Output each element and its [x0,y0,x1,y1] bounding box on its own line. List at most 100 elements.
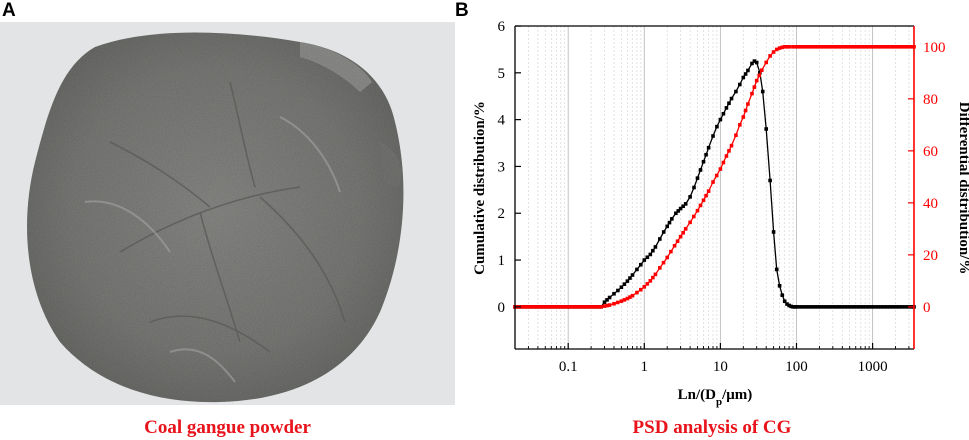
differential-point [842,45,847,49]
differential-point [590,305,594,309]
differential-point [860,45,865,49]
cumulative-point [842,305,847,309]
differential-point [879,45,883,49]
cumulative-point [743,72,748,76]
chart-grid [514,26,910,349]
differential-point [827,45,832,49]
differential-point [593,305,597,309]
cumulative-point [771,230,776,234]
cumulative-point [768,178,772,183]
differential-point [873,45,877,49]
cumulative-point [903,305,907,309]
coal-gangue-photo [0,22,455,405]
cumulative-point [630,273,635,277]
differential-point [695,208,700,213]
y-axis-label-right: Differential distribution/% [956,102,969,275]
differential-point [540,305,545,309]
cumulative-point [854,305,859,309]
cumulative-point [665,224,670,229]
cumulative-point [857,305,862,309]
differential-point [698,203,703,208]
differential-point [602,304,607,308]
y-left-tick-label: 6 [498,19,506,35]
cumulative-point [658,237,662,241]
differential-point [568,305,573,309]
differential-point [605,303,609,308]
cumulative-point [635,267,639,272]
x-tick-label: 10 [713,359,728,375]
differential-point [691,214,696,219]
differential-point [642,285,647,289]
differential-point [675,239,680,244]
cumulative-point [724,106,729,110]
cumulative-point [821,305,826,309]
cumulative-point [839,305,844,309]
differential-point [546,305,551,309]
cumulative-point [667,220,672,225]
cumulative-point [648,252,653,257]
differential-point [882,45,886,49]
x-tick-label: 1 [641,359,649,375]
cumulative-point [738,82,742,87]
cumulative-point [812,305,817,309]
y-right-tick-label: 60 [923,144,938,160]
cumulative-point [670,217,674,221]
differential-point [583,305,588,309]
differential-point [724,154,729,158]
differential-point [669,249,673,254]
cumulative-point [674,211,678,216]
y-right-tick-label: 20 [923,248,938,264]
differential-point [528,305,533,309]
differential-point [550,305,554,309]
cumulative-point [882,305,886,309]
cumulative-point [867,305,871,309]
cumulative-point [642,258,647,262]
cumulative-point [800,305,805,309]
cumulative-point [612,291,616,296]
differential-point [622,298,627,302]
differential-point [651,275,655,280]
y-left-tick-label: 1 [498,253,506,269]
differential-point [628,295,632,299]
differential-point [885,45,889,49]
differential-point [900,45,904,49]
differential-point [787,45,791,49]
y-left-tick-label: 5 [498,66,506,82]
differential-point [867,45,871,49]
differential-point [615,300,620,305]
cumulative-series-line [515,60,914,308]
differential-point [734,133,738,138]
differential-point [836,45,841,49]
differential-point [688,220,692,225]
cumulative-point [851,305,856,309]
differential-point [672,243,677,248]
cumulative-point [752,59,757,63]
differential-point [894,45,898,49]
differential-point [596,305,600,309]
differential-point [785,45,789,49]
differential-point [645,282,650,286]
cumulative-point [688,195,692,199]
differential-point [531,305,536,309]
differential-point [863,45,868,49]
y-right-tick-label: 80 [923,92,938,108]
cumulative-point [706,145,711,150]
y-axis-label-left: Cumulative distribution/% [472,101,488,275]
differential-point [653,272,658,277]
cumulative-point [711,134,715,138]
differential-point [522,305,527,309]
differential-point [777,46,782,50]
cumulative-point [906,305,910,309]
differential-point [519,305,523,309]
differential-point [830,45,835,49]
cumulative-point [806,305,811,309]
cumulative-point [695,176,700,180]
cumulative-point [625,279,630,283]
differential-point [797,45,802,49]
cumulative-point [897,305,901,309]
differential-point [661,260,666,265]
differential-point [903,45,907,49]
differential-point [630,293,635,298]
cumulative-point [718,117,723,122]
